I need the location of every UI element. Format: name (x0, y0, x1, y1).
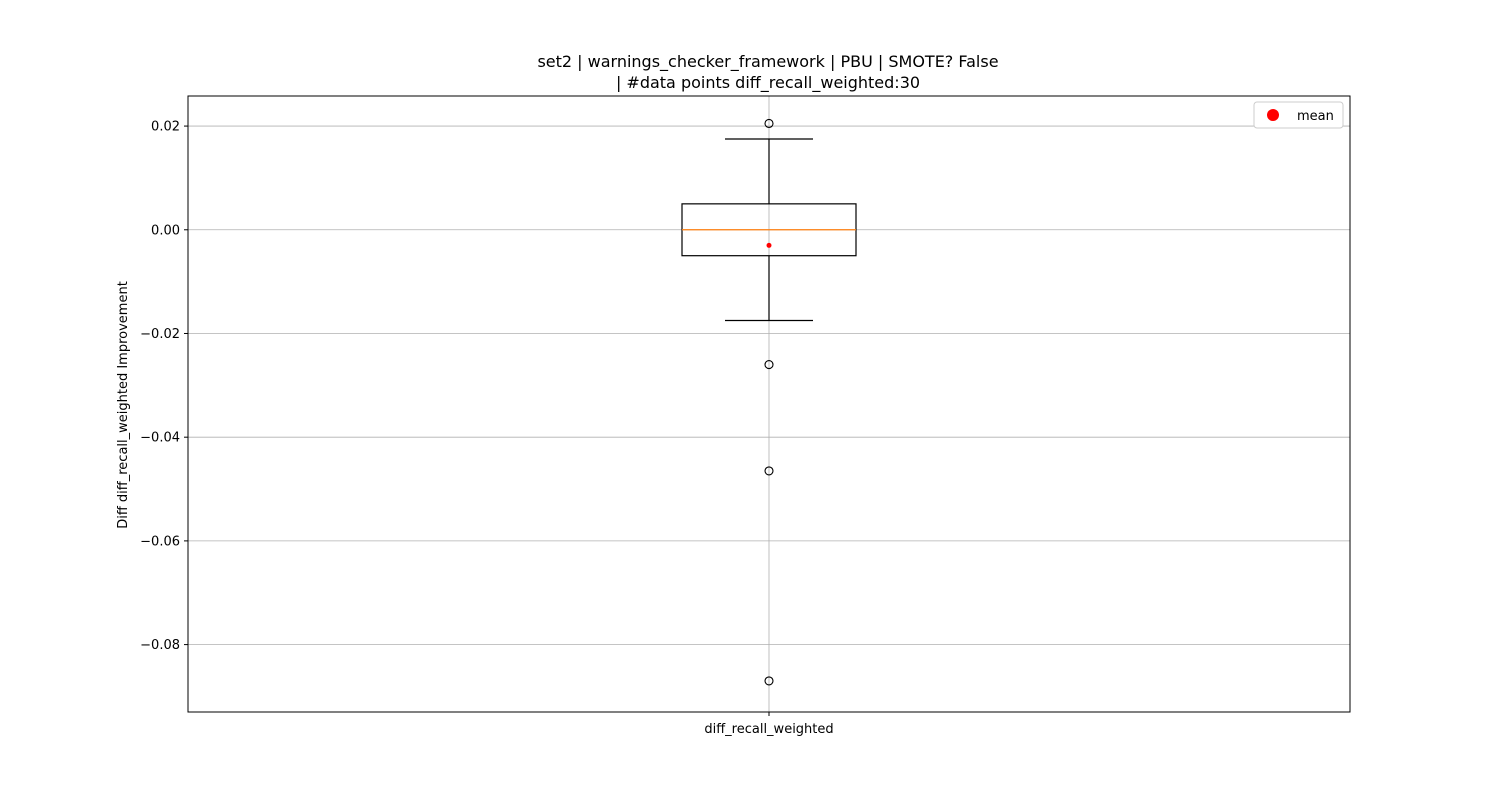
outlier-point (764, 360, 774, 370)
outlier-point (764, 466, 774, 476)
legend-mean-marker (1267, 109, 1279, 121)
legend: mean (1253, 101, 1344, 129)
chart-title-line1: set2 | warnings_checker_framework | PBU … (537, 52, 998, 72)
outlier-point (764, 118, 774, 129)
plot-area-frame (187, 95, 1351, 713)
y-tick-label: −0.08 (140, 638, 180, 653)
x-tick-label: diff_recall_weighted (704, 722, 833, 737)
y-tick-label: 0.00 (151, 223, 180, 238)
mean-point (766, 242, 772, 248)
y-tick-label: −0.04 (140, 431, 180, 446)
y-tick-label: −0.02 (140, 327, 180, 342)
chart-title-line2: | #data points diff_recall_weighted:30 (616, 73, 920, 93)
outlier-point (764, 676, 774, 686)
legend-mean-label: mean (1297, 109, 1334, 124)
legend-frame (1253, 101, 1344, 129)
y-axis-label: Diff diff_recall_weighted Improvement (116, 281, 131, 529)
y-axis-ticks: 0.02 0.00 −0.02 −0.04 −0.06 −0.08 (140, 120, 188, 653)
boxplot-layer (681, 118, 857, 686)
y-tick-label: 0.02 (151, 120, 180, 135)
y-tick-label: −0.06 (140, 534, 180, 549)
x-axis-ticks: diff_recall_weighted (704, 712, 834, 737)
